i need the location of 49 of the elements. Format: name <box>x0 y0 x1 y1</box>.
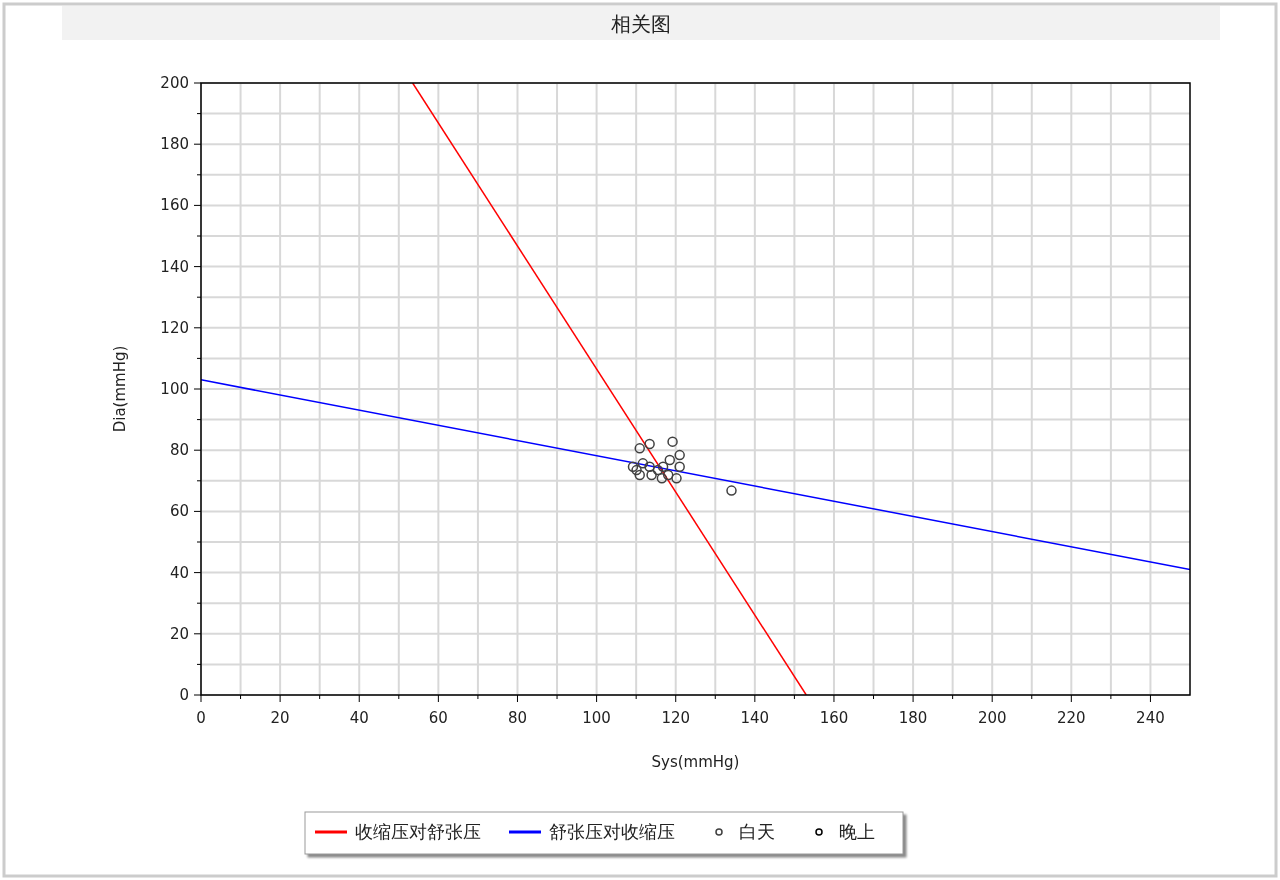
legend-label: 舒张压对收缩压 <box>549 821 675 842</box>
x-tick-label: 220 <box>1057 709 1086 727</box>
legend-label: 晚上 <box>839 821 875 842</box>
y-tick-label: 0 <box>179 686 189 704</box>
x-tick-label: 40 <box>349 709 369 727</box>
point <box>674 461 685 472</box>
y-tick-label: 100 <box>160 380 189 398</box>
point <box>656 473 668 484</box>
point <box>671 473 682 484</box>
y-tick-label: 80 <box>169 441 189 460</box>
y-tick-label: 20 <box>169 624 189 643</box>
point <box>667 436 678 447</box>
y-tick-label: 120 <box>160 318 189 337</box>
x-tick-label: 200 <box>977 709 1007 727</box>
point <box>644 438 655 450</box>
point <box>652 464 664 476</box>
point <box>634 443 645 454</box>
x-tick-label: 60 <box>428 709 448 727</box>
y-tick-label: 40 <box>169 563 189 582</box>
point <box>657 461 669 472</box>
legend-label: 白天 <box>739 821 775 842</box>
point <box>646 469 657 481</box>
point <box>664 454 676 466</box>
x-axis-title: Sys(mmHg) <box>651 753 740 771</box>
x-tick-label: 80 <box>507 709 528 727</box>
point <box>637 458 649 469</box>
point <box>726 485 737 496</box>
y-tick-label: 180 <box>160 135 189 154</box>
point <box>662 469 674 481</box>
x-tick-label: 160 <box>819 709 849 727</box>
chart-title: 相关图 <box>611 12 671 36</box>
y-tick-label: 160 <box>160 196 189 215</box>
x-tick-label: 120 <box>661 709 691 727</box>
point <box>627 461 639 472</box>
point <box>644 461 655 472</box>
x-tick-label: 0 <box>196 709 206 727</box>
x-tick-label: 100 <box>582 709 611 727</box>
point <box>631 464 642 476</box>
x-tick-label: 180 <box>898 709 928 727</box>
x-tick-label: 140 <box>740 709 770 727</box>
y-tick-label: 200 <box>160 74 189 92</box>
x-tick-label: 20 <box>270 709 290 727</box>
point <box>674 449 685 461</box>
y-tick-label: 60 <box>169 502 189 521</box>
point <box>634 469 645 481</box>
y-tick-label: 140 <box>160 257 189 276</box>
legend-label: 收缩压对舒张压 <box>355 821 481 842</box>
x-tick-label: 240 <box>1136 709 1165 727</box>
y-axis-title: Dia(mmHg) <box>111 345 129 433</box>
